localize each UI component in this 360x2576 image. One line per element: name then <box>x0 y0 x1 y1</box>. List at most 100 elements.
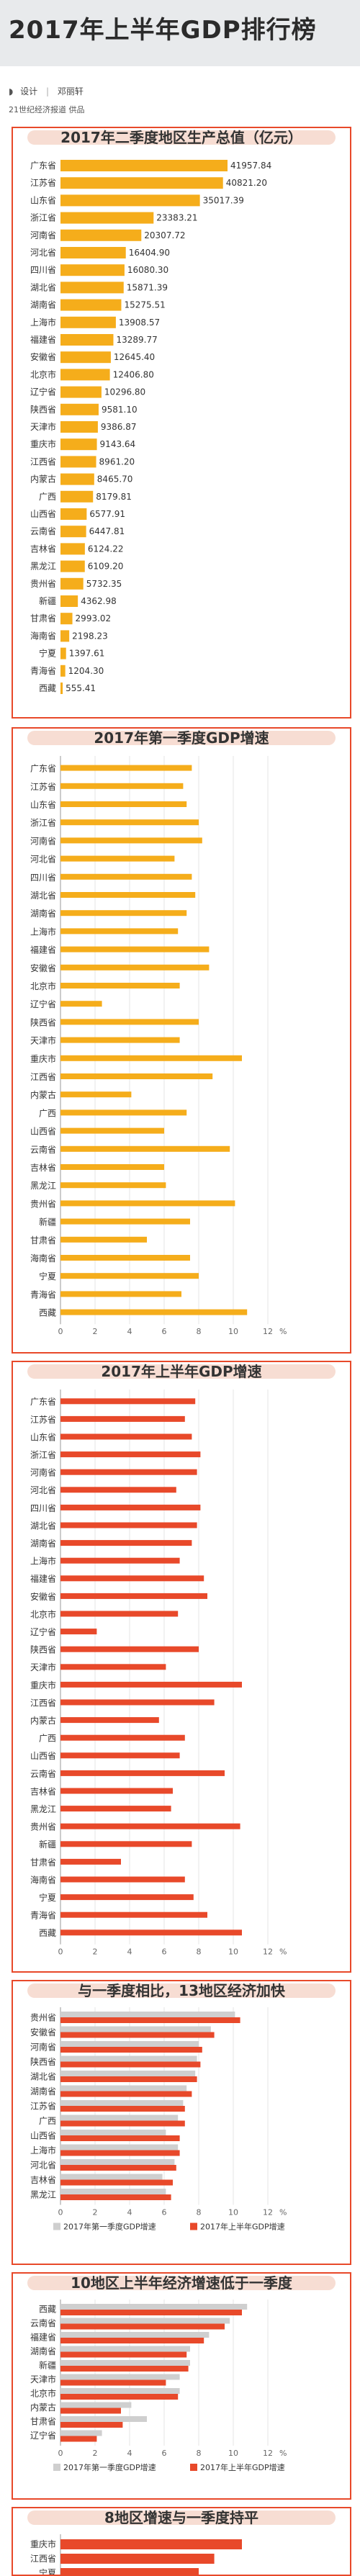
bar <box>60 1540 192 1546</box>
tick-label: 0 <box>58 2208 63 2217</box>
tick-label: 6 <box>162 2449 167 2458</box>
bar-h1 <box>60 2091 192 2097</box>
bar-h1 <box>60 2323 225 2330</box>
category-label: 新疆 <box>39 2360 56 2371</box>
tick-label: 12 <box>263 1947 273 1957</box>
bar-q1 <box>60 2115 179 2121</box>
bar <box>60 1806 171 1812</box>
category-label: 西藏 <box>39 1928 56 1938</box>
value-label: 8961.20 <box>99 456 135 467</box>
bar <box>60 1037 180 1043</box>
category-label: 湖北省 <box>30 282 56 292</box>
category-label: 安徽省 <box>30 351 56 362</box>
bar <box>60 1717 159 1724</box>
bar <box>60 1182 166 1189</box>
bar <box>60 386 102 398</box>
bar-h1 <box>60 2076 197 2082</box>
value-label: 6447.81 <box>89 526 125 536</box>
chart-title: 8地区增速与一季度持平 <box>104 2509 258 2526</box>
source-note: 21世纪经济报道 供品 <box>9 105 85 114</box>
bar <box>60 1055 242 1061</box>
category-label: 海南省 <box>30 630 56 641</box>
bar <box>60 1309 248 1315</box>
bar <box>60 369 110 381</box>
bar <box>60 1823 240 1829</box>
category-label: 北京市 <box>30 1608 56 1619</box>
bar <box>60 1734 185 1741</box>
bar <box>60 560 85 572</box>
category-label: 天津市 <box>30 1035 56 1046</box>
category-label: 福建省 <box>30 2332 56 2343</box>
value-label: 15275.51 <box>124 300 165 310</box>
value-label: 13289.77 <box>116 335 157 345</box>
panel-title-wrap: 10地区上半年经济增速低于一季度 <box>13 2272 350 2294</box>
bar-q1 <box>60 2055 197 2062</box>
header-banner: 2017年上半年GDP排行榜 <box>0 0 360 66</box>
category-label: 江苏省 <box>30 2101 56 2111</box>
bar <box>60 1929 242 1936</box>
category-label: 广西 <box>39 492 56 502</box>
category-label: 青海省 <box>30 665 56 676</box>
bar <box>60 1699 215 1706</box>
category-label: 山东省 <box>30 800 56 810</box>
bar-h1 <box>60 2017 240 2023</box>
bar-h1 <box>60 2047 202 2053</box>
title-highlight <box>27 1983 336 1998</box>
title-highlight <box>27 1364 336 1379</box>
category-label: 宁夏 <box>39 648 56 659</box>
bar-h1 <box>60 2061 201 2068</box>
category-label: 内蒙古 <box>30 474 56 485</box>
bar-h1 <box>60 2194 171 2200</box>
tick-label: 4 <box>127 2208 132 2217</box>
category-label: 安徽省 <box>30 2027 56 2037</box>
value-label: 12406.80 <box>113 369 154 379</box>
category-label: 辽宁省 <box>30 387 56 397</box>
category-label: 河北省 <box>30 855 56 865</box>
bar <box>60 765 192 771</box>
category-label: 西藏 <box>39 1308 56 1318</box>
legend-label-q1: 2017年第一季度GDP增速 <box>63 2462 156 2472</box>
category-label: 甘肃省 <box>30 1235 56 1246</box>
bar <box>60 1894 194 1901</box>
tick-label: 2 <box>93 2208 98 2217</box>
tick-label: 12 <box>263 2449 273 2458</box>
value-label: 9386.87 <box>101 422 137 432</box>
category-label: 广西 <box>39 1734 56 1744</box>
category-label: 浙江省 <box>30 818 56 828</box>
bar-h1 <box>60 2032 215 2038</box>
value-label: 35017.39 <box>203 195 244 205</box>
category-label: 江西省 <box>30 1072 56 1082</box>
bar-q1 <box>60 2374 180 2380</box>
value-label: 23383.21 <box>156 213 197 223</box>
bar <box>60 1398 196 1405</box>
value-label: 10296.80 <box>104 387 145 397</box>
bar-h1 <box>60 2379 166 2386</box>
category-label: 安徽省 <box>30 1591 56 1602</box>
category-label: 陕西省 <box>30 2056 56 2067</box>
bar <box>60 264 125 276</box>
category-label: 甘肃省 <box>30 2417 56 2427</box>
value-label: 8465.70 <box>97 474 133 485</box>
category-label: 上海市 <box>30 2145 56 2156</box>
bar <box>60 630 70 642</box>
bar <box>60 1091 132 1098</box>
author-name: 邓丽轩 <box>57 86 84 96</box>
title-highlight <box>27 2510 336 2525</box>
category-label: 内蒙古 <box>30 2402 56 2413</box>
category-label: 山西省 <box>30 1751 56 1761</box>
category-label: 广西 <box>39 2116 56 2126</box>
bar-h1 <box>60 2310 242 2315</box>
tick-label: 10 <box>228 1947 238 1957</box>
chart-faster: 0 2 4 6 8 10 12 % 贵州省安徽省河南省陕西省湖北省湖南省江苏省广西山西省上海市河… <box>30 2007 287 2232</box>
panel-faster: 与一季度相比，13地区经济加快 0 2 4 6 8 10 12% 贵州省 安徽省 河南省 陕西省 湖北… <box>12 1980 351 2265</box>
category-label: 浙江省 <box>30 1450 56 1460</box>
panel-title-wrap: 2017年二季度地区生产总值（亿元） <box>13 127 350 148</box>
category-label: 广东省 <box>30 764 56 774</box>
bar-q1 <box>60 2159 175 2165</box>
bar <box>60 683 63 694</box>
chart-q1-growth: 0 2 4 6 8 10 12 % 广东省江苏省山东省浙江省河南省河北省四川省湖北省湖南省上海市… <box>30 756 287 1336</box>
category-label: 江西省 <box>30 1698 56 1708</box>
category-label: 河南省 <box>30 230 56 240</box>
category-label: 重庆市 <box>30 438 56 449</box>
